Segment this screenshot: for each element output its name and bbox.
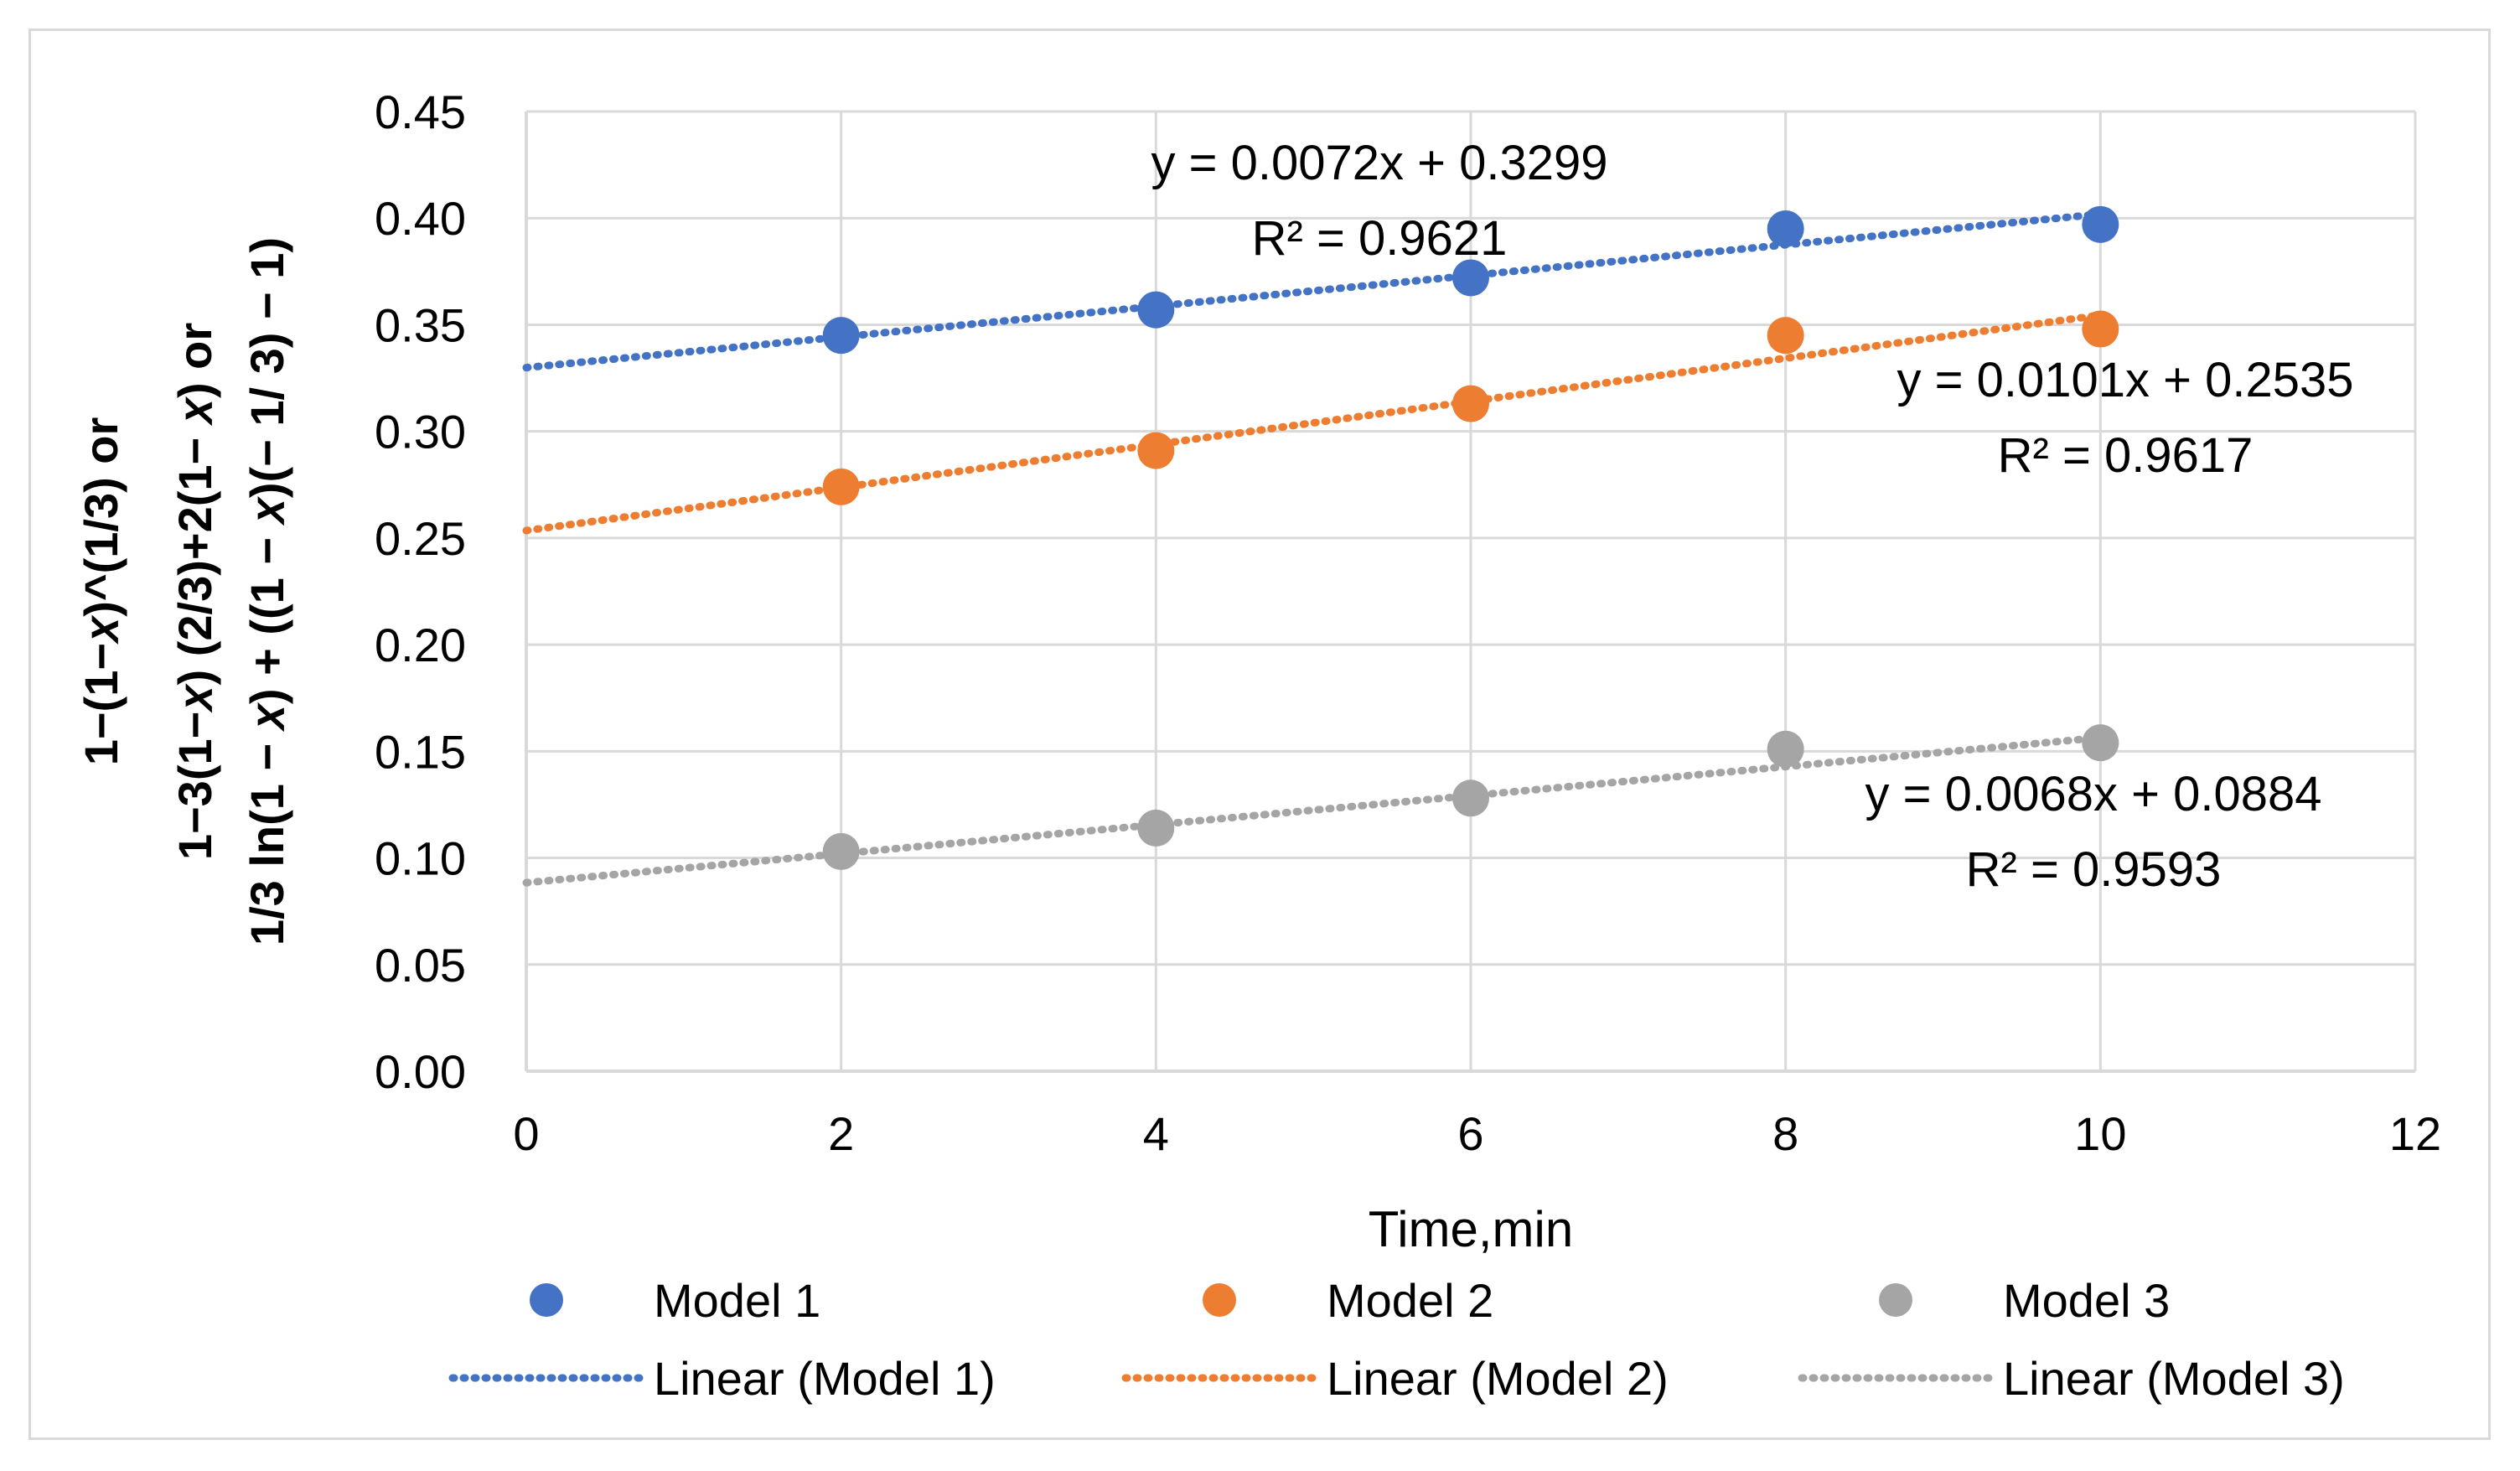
- data-point-model-1: [1137, 291, 1175, 329]
- data-point-model-3: [1137, 809, 1175, 847]
- r-squared-label-model-1: R² = 0.9621: [1252, 211, 1508, 266]
- data-point-model-2: [1767, 317, 1804, 355]
- data-point-model-1: [822, 317, 860, 355]
- legend-marker-model-1: [530, 1283, 563, 1317]
- y-tick-label: 0.05: [375, 939, 466, 992]
- data-point-model-1: [1452, 259, 1489, 297]
- chart-frame: [28, 28, 2491, 1440]
- point-layer: [822, 205, 2119, 870]
- legend-label-linear-model-1: Linear (Model 1): [654, 1352, 996, 1405]
- trendline-equation-model-2: y = 0.0101x + 0.2535: [1897, 353, 2354, 407]
- y-tick-label: 0.30: [375, 406, 466, 458]
- trendline-model-2: [522, 310, 2113, 535]
- y-tick-label: 0.10: [375, 832, 466, 885]
- legend-marker-model-2: [1203, 1283, 1236, 1317]
- data-point-model-1: [2082, 205, 2119, 243]
- legend-marker-model-3: [1879, 1283, 1912, 1317]
- legend-label-linear-model-3: Linear (Model 3): [2003, 1352, 2345, 1405]
- trendline-equation-model-1: y = 0.0072x + 0.3299: [1151, 136, 1608, 190]
- data-point-model-2: [1452, 385, 1489, 422]
- y-tick-label: 0.35: [375, 298, 466, 351]
- r-squared-label-model-3: R² = 0.9593: [1966, 842, 2222, 897]
- x-tick-label: 10: [2074, 1107, 2126, 1160]
- y-axis-title-line: 1−(1−𝑥)^(1/3) or: [75, 417, 127, 766]
- r-squared-label-model-2: R² = 0.9617: [1998, 428, 2254, 483]
- legend-label-model-1: Model 1: [654, 1274, 820, 1327]
- data-point-model-3: [1452, 780, 1489, 817]
- data-point-model-3: [822, 832, 860, 870]
- axis-layer: 0.00 0.05 0.10 0.15 0.20 0.25 0.30 0.35 0.40 0.45…: [75, 85, 2441, 1257]
- x-tick-label: 12: [2389, 1107, 2441, 1160]
- trendline-equation-model-3: y = 0.0068x + 0.0884: [1865, 767, 2322, 821]
- data-point-model-3: [2082, 724, 2119, 762]
- y-tick-label: 0.40: [375, 192, 466, 245]
- legend-layer: Model 1 Linear (Model 1) Model 2 Linear (Mo…: [448, 1274, 2345, 1405]
- trendline-model-3: [522, 733, 2113, 887]
- data-point-model-3: [1767, 730, 1804, 768]
- trendline-layer: [522, 209, 2113, 887]
- y-tick-label: 0.20: [375, 619, 466, 671]
- trendline-model-1: [522, 209, 2113, 372]
- y-tick-label: 0.25: [375, 512, 466, 565]
- y-axis-title-line: 1/3 ln(1 − 𝑥) + ((1 − 𝑥)(− 1/ 3) − 1): [241, 237, 293, 945]
- legend-label-model-2: Model 2: [1327, 1274, 1493, 1327]
- y-axis-title-line: 1−3(1−𝑥) (2/3)+2(1− 𝑥) or: [168, 323, 221, 860]
- x-axis-title: Time,min: [1369, 1201, 1573, 1257]
- legend-label-linear-model-2: Linear (Model 2): [1327, 1352, 1669, 1405]
- x-tick-label: 4: [1143, 1107, 1169, 1160]
- label-layer: y = 0.0072x + 0.3299 R² = 0.9621 y = 0.010…: [1151, 136, 2354, 897]
- y-tick-label: 0.00: [375, 1045, 466, 1098]
- x-tick-label: 6: [1457, 1107, 1483, 1160]
- data-point-model-2: [1137, 432, 1175, 469]
- y-tick-label: 0.45: [375, 85, 466, 138]
- y-tick-label: 0.15: [375, 725, 466, 778]
- x-tick-label: 0: [513, 1107, 539, 1160]
- data-point-model-1: [1767, 210, 1804, 247]
- legend-label-model-3: Model 3: [2003, 1274, 2170, 1327]
- x-tick-label: 8: [1772, 1107, 1798, 1160]
- data-point-model-2: [2082, 310, 2119, 348]
- data-point-model-2: [822, 468, 860, 505]
- x-tick-label: 2: [828, 1107, 854, 1160]
